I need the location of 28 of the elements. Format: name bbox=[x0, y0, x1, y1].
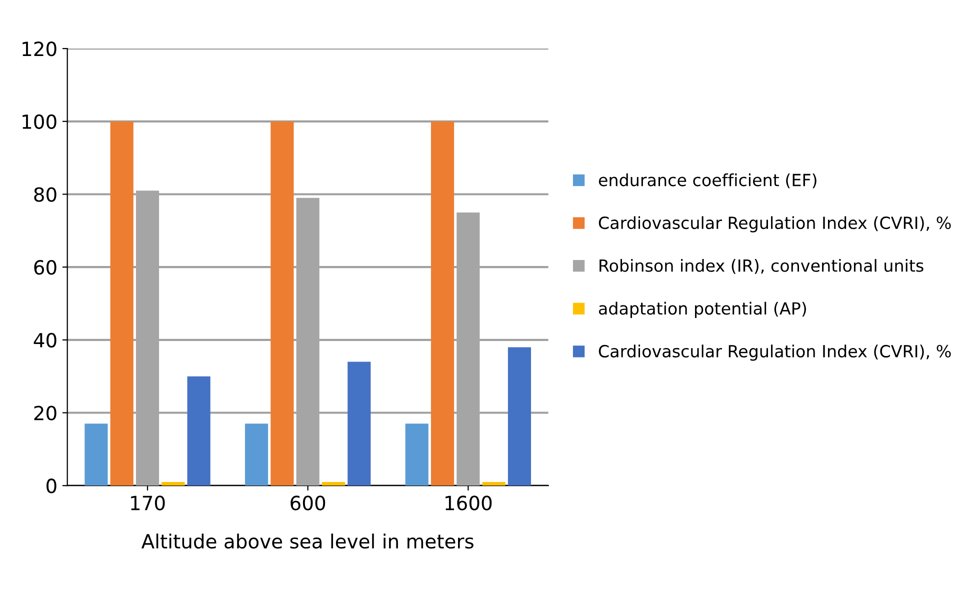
legend-label: Robinson index (IR), conventional units bbox=[600, 259, 924, 274]
bar bbox=[405, 424, 428, 486]
bar bbox=[348, 362, 371, 486]
bar bbox=[430, 121, 454, 486]
legend-label: Cardiovascular Regulation Index (CVRI), % bbox=[598, 216, 951, 232]
legend-label: adaptation potential (AP) bbox=[598, 302, 806, 318]
y-tick-label: 120 bbox=[22, 42, 56, 56]
y-tick-label: 80 bbox=[34, 187, 56, 202]
bar bbox=[508, 347, 532, 486]
bar bbox=[482, 482, 506, 486]
bar bbox=[110, 121, 134, 486]
bar bbox=[322, 482, 346, 486]
y-tick-label: 0 bbox=[46, 478, 56, 494]
bar bbox=[162, 482, 185, 486]
bar bbox=[84, 424, 108, 486]
legend-label: endurance coefficient (EF) bbox=[598, 173, 816, 188]
x-tick-label: 600 bbox=[290, 496, 326, 510]
x-tick-label: 1600 bbox=[446, 496, 492, 510]
y-tick-label: 40 bbox=[34, 332, 56, 348]
legend-label: Cardiovascular Regulation Index (CVRI), % bbox=[598, 344, 951, 361]
y-tick-label: 20 bbox=[34, 406, 56, 420]
x-tick-label: 170 bbox=[131, 496, 165, 510]
bar bbox=[244, 424, 268, 486]
bar bbox=[270, 121, 294, 486]
y-tick-label: 100 bbox=[22, 114, 56, 130]
bar bbox=[187, 376, 210, 486]
x-axis-title: Altitude above sea level in meters bbox=[141, 534, 474, 549]
y-tick-label: 60 bbox=[34, 260, 56, 275]
